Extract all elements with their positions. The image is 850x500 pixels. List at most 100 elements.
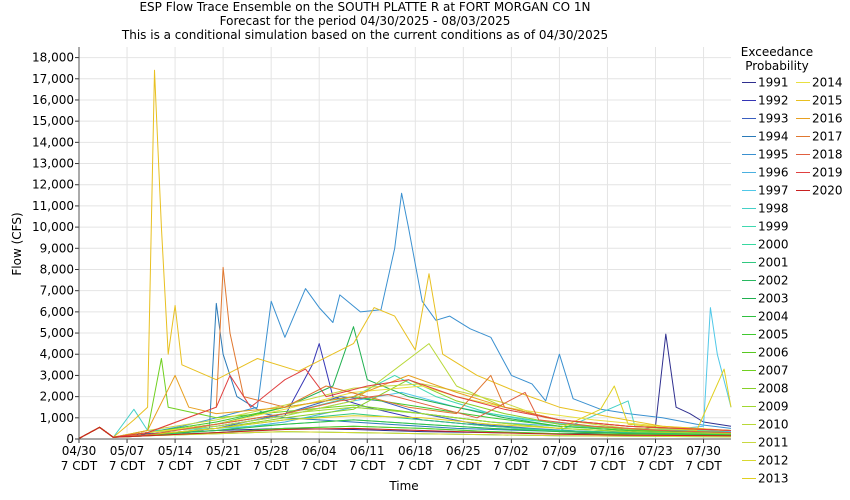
legend-label: 2001 <box>758 255 789 270</box>
y-tick-label: 9,000 <box>40 241 74 255</box>
legend-swatch <box>742 316 756 317</box>
legend-item-2008: 2008 <box>742 379 789 397</box>
legend-swatch <box>742 172 756 173</box>
x-tick-label-time: 7 CDT <box>157 459 194 473</box>
y-tick-label: 17,000 <box>32 72 74 86</box>
legend-item-1997: 1997 <box>742 181 789 199</box>
legend-label: 2006 <box>758 345 789 360</box>
series-layer <box>78 69 732 439</box>
x-tick-label-date: 07/30 <box>686 444 721 458</box>
chart-subtitle-2: This is a conditional simulation based o… <box>121 28 609 42</box>
x-tick-label-date: 06/04 <box>302 444 337 458</box>
legend-label: 1997 <box>758 183 789 198</box>
x-tick-label-date: 05/21 <box>206 444 241 458</box>
series-line-2019 <box>78 368 732 439</box>
legend-label: 2004 <box>758 309 789 324</box>
legend-swatch <box>796 172 810 173</box>
legend-label: 2005 <box>758 327 789 342</box>
legend-swatch <box>742 406 756 407</box>
legend-swatch <box>742 424 756 425</box>
legend-swatch <box>796 190 810 191</box>
chart-subtitle: Forecast for the period 04/30/2025 - 08/… <box>219 14 511 28</box>
legend-swatch <box>796 118 810 119</box>
axes: 0 1,000 2,000 3,000 4,000 5,000 6,000 7,000 8,00… <box>32 47 731 473</box>
legend-swatch <box>742 370 756 371</box>
legend-swatch <box>742 100 756 101</box>
legend-item-2002: 2002 <box>742 271 789 289</box>
legend-title-line-2: Probability <box>745 59 809 73</box>
x-tick-label-time: 7 CDT <box>493 459 530 473</box>
legend-item-2000: 2000 <box>742 235 789 253</box>
legend-swatch <box>742 442 756 443</box>
legend-item-2016: 2016 <box>796 109 843 127</box>
legend-swatch <box>742 118 756 119</box>
legend-label: 2008 <box>758 381 789 396</box>
legend-item-1998: 1998 <box>742 199 789 217</box>
plot-area <box>79 47 731 439</box>
y-tick-label: 1,000 <box>40 411 74 425</box>
series-line-1995 <box>78 192 732 439</box>
legend-label: 1994 <box>758 129 789 144</box>
legend-item-2018: 2018 <box>796 145 843 163</box>
legend-label: 1993 <box>758 111 789 126</box>
legend-item-2004: 2004 <box>742 307 789 325</box>
x-tick-label-time: 7 CDT <box>445 459 482 473</box>
legend-label: 2018 <box>812 147 843 162</box>
y-tick-label: 7,000 <box>40 284 74 298</box>
x-tick-label-time: 7 CDT <box>109 459 146 473</box>
legend-item-2020: 2020 <box>796 181 843 199</box>
legend-swatch <box>742 82 756 83</box>
legend-swatch <box>742 190 756 191</box>
legend-item-2012: 2012 <box>742 451 789 469</box>
y-tick-label: 13,000 <box>32 157 74 171</box>
x-tick-label-date: 07/02 <box>494 444 529 458</box>
legend-item-1995: 1995 <box>742 145 789 163</box>
legend-item-2011: 2011 <box>742 433 789 451</box>
legend-label: 2000 <box>758 237 789 252</box>
legend-swatch <box>742 244 756 245</box>
legend-swatch <box>742 136 756 137</box>
legend-item-1999: 1999 <box>742 217 789 235</box>
chart-title: ESP Flow Trace Ensemble on the SOUTH PLA… <box>139 0 591 14</box>
legend-label: 2002 <box>758 273 789 288</box>
legend-title: Exceedance Probability <box>738 45 816 73</box>
legend-label: 2019 <box>812 165 843 180</box>
legend-label: 1995 <box>758 147 789 162</box>
x-tick-label-date: 06/25 <box>446 444 481 458</box>
legend-item-2015: 2015 <box>796 91 843 109</box>
legend-swatch <box>796 136 810 137</box>
x-tick-label-time: 7 CDT <box>61 459 98 473</box>
legend-item-2005: 2005 <box>742 325 789 343</box>
x-tick-label-time: 7 CDT <box>301 459 338 473</box>
x-tick-label-time: 7 CDT <box>589 459 626 473</box>
legend-label: 2010 <box>758 417 789 432</box>
y-tick-label: 5,000 <box>40 326 74 340</box>
x-axis-label: Time <box>388 479 418 493</box>
x-tick-label-date: 07/23 <box>638 444 673 458</box>
legend-label: 2009 <box>758 399 789 414</box>
legend-swatch <box>742 154 756 155</box>
legend-label: 2016 <box>812 111 843 126</box>
legend-title-line-1: Exceedance <box>740 45 814 59</box>
legend-item-2014: 2014 <box>796 73 843 91</box>
x-tick-label-date: 06/18 <box>398 444 433 458</box>
legend-label: 2020 <box>812 183 843 198</box>
legend-item-2013: 2013 <box>742 469 789 487</box>
legend-item-2007: 2007 <box>742 361 789 379</box>
x-tick-label-time: 7 CDT <box>541 459 578 473</box>
legend-swatch <box>796 82 810 83</box>
x-tick-label-time: 7 CDT <box>637 459 674 473</box>
legend-item-2019: 2019 <box>796 163 843 181</box>
legend-label: 2013 <box>758 471 789 486</box>
legend-item-2010: 2010 <box>742 415 789 433</box>
y-tick-label: 16,000 <box>32 93 74 107</box>
x-tick-label-date: 04/30 <box>62 444 97 458</box>
legend-label: 2017 <box>812 129 843 144</box>
legend-item-1994: 1994 <box>742 127 789 145</box>
legend-label: 2014 <box>812 75 843 90</box>
x-tick-label-date: 05/28 <box>254 444 289 458</box>
legend-label: 2007 <box>758 363 789 378</box>
legend-label: 1992 <box>758 93 789 108</box>
legend-swatch <box>742 226 756 227</box>
y-tick-label: 18,000 <box>32 51 74 65</box>
